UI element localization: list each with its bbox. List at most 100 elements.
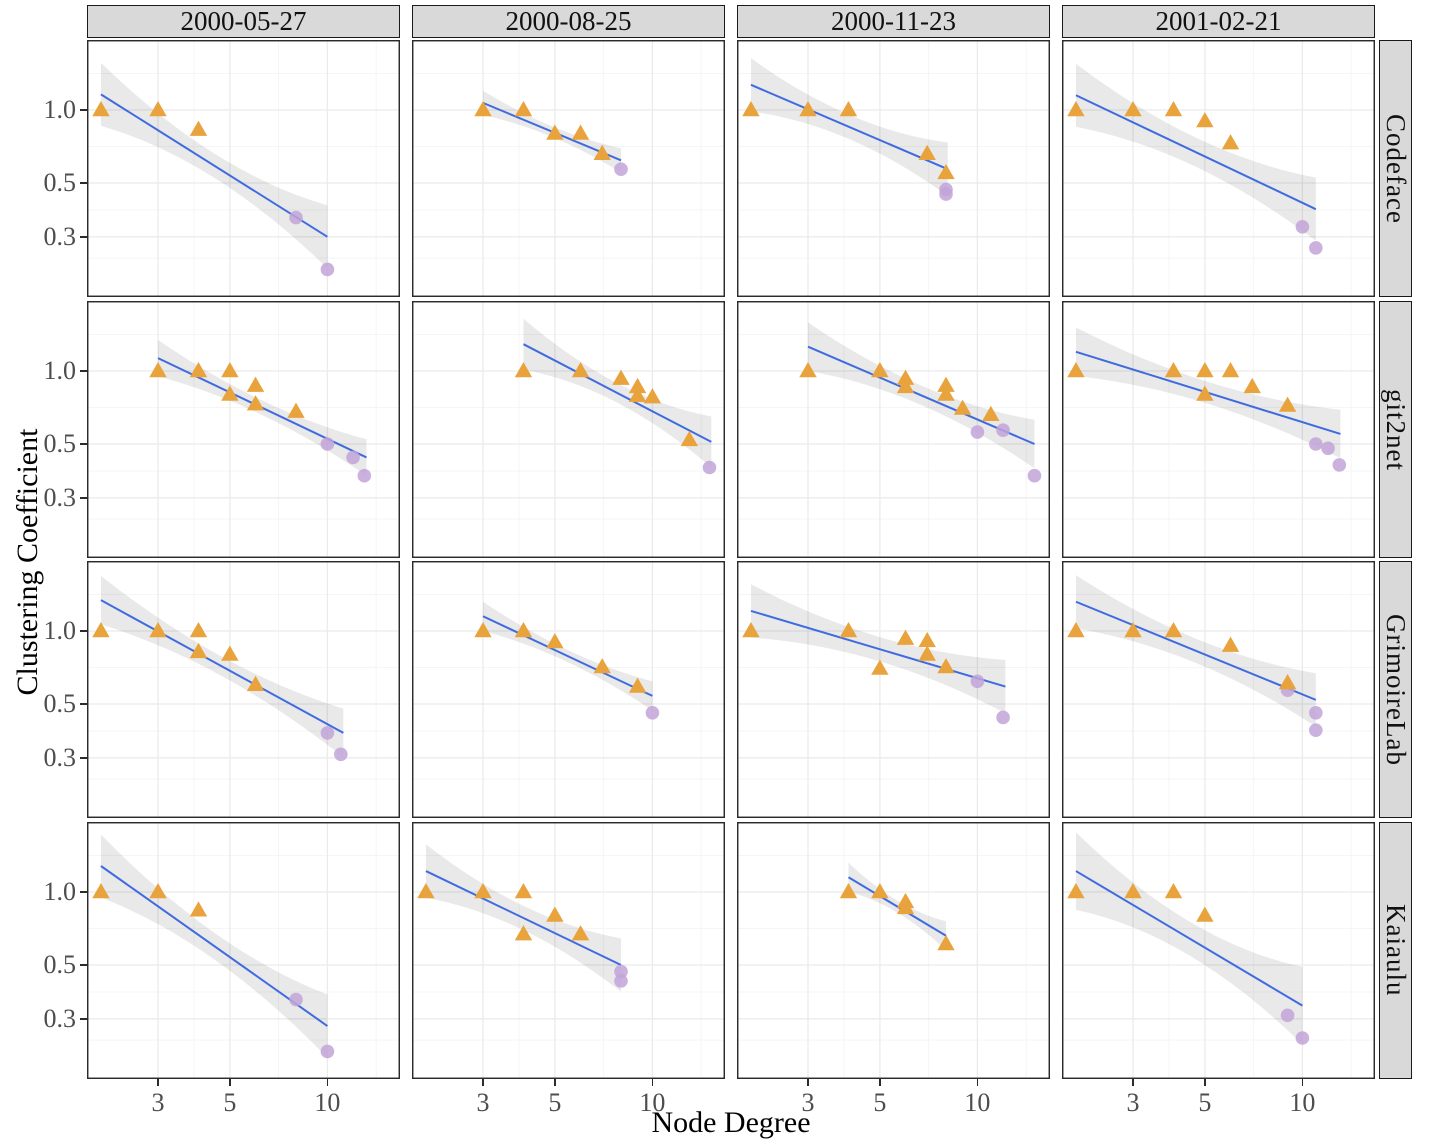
panel-border <box>1062 822 1375 1079</box>
trend-line <box>1075 870 1303 1007</box>
panel-border <box>737 40 1050 297</box>
triangle-marker <box>896 377 915 394</box>
panel-border <box>412 822 725 1079</box>
triangle-marker <box>246 675 265 691</box>
triangle-marker <box>937 658 955 674</box>
triangle-marker <box>514 925 533 941</box>
triangle-marker <box>1221 362 1240 378</box>
x-axis-title: Node Degree <box>651 1106 811 1139</box>
triangle-marker <box>1124 622 1142 638</box>
circle-marker <box>1309 437 1323 451</box>
panel-background <box>412 301 725 558</box>
x-tick-label: 3 <box>151 1088 165 1117</box>
facet-panel <box>412 561 725 818</box>
panel-border <box>412 40 725 297</box>
triangle-marker <box>918 631 936 648</box>
x-tick-mark <box>326 1079 329 1086</box>
triangle-marker <box>1164 101 1183 117</box>
facet-column-strip: 2000-05-27 <box>87 5 400 38</box>
circle-marker <box>346 450 360 465</box>
circle-marker <box>320 1044 335 1059</box>
triangle-marker <box>871 362 889 378</box>
y-tick-mark <box>80 891 87 893</box>
facet-panel <box>737 561 1050 818</box>
triangle-marker <box>287 402 305 418</box>
circle-marker <box>320 437 335 451</box>
trend-line <box>482 615 653 697</box>
y-tick-label: 1.0 <box>43 616 77 645</box>
x-tick-label: 3 <box>1126 1088 1140 1117</box>
facet-panel <box>1062 561 1375 818</box>
x-tick-label: 10 <box>1289 1088 1316 1117</box>
x-tick-label: 5 <box>1198 1088 1212 1117</box>
facet-row-label: Kaiaulu <box>1381 904 1411 997</box>
y-tick-mark <box>80 1018 87 1020</box>
y-tick-label: 1.0 <box>43 877 77 906</box>
triangle-marker <box>871 883 889 899</box>
trend-line <box>425 870 622 966</box>
x-tick-mark <box>879 1079 881 1086</box>
triangle-marker <box>680 430 699 447</box>
facet-row-strip: git2net <box>1379 301 1412 558</box>
x-tick-mark <box>1301 1079 1304 1086</box>
trend-line <box>523 343 712 443</box>
facet-column-label: 2001-02-21 <box>1155 6 1282 36</box>
panel-border <box>87 301 400 558</box>
facet-panel <box>87 561 400 818</box>
triangle-marker <box>593 144 611 160</box>
triangle-marker <box>839 101 858 117</box>
x-tick-mark <box>976 1079 979 1086</box>
facet-panel <box>737 40 1050 297</box>
circle-marker <box>1309 723 1323 737</box>
facet-panel <box>87 40 400 297</box>
panel-background <box>412 822 725 1079</box>
y-axis-title: Clustering Coefficient <box>11 428 44 696</box>
triangle-marker <box>571 362 590 378</box>
triangle-marker <box>628 677 647 693</box>
triangle-marker <box>149 622 167 638</box>
x-tick-label: 3 <box>476 1088 490 1117</box>
triangle-marker <box>189 120 208 136</box>
y-tick-mark <box>80 109 87 111</box>
circle-marker <box>614 162 628 177</box>
panel-border <box>1062 561 1375 818</box>
y-tick-mark <box>80 757 87 759</box>
circle-marker <box>1295 1031 1310 1045</box>
triangle-marker <box>982 405 1000 421</box>
panel-border <box>737 561 1050 818</box>
facet-row-label: git2net <box>1381 388 1411 471</box>
y-tick-label: 1.0 <box>43 356 77 385</box>
y-tick-label: 0.5 <box>43 428 77 458</box>
triangle-marker <box>149 883 167 899</box>
triangle-marker <box>149 101 167 117</box>
panel-background <box>737 561 1050 818</box>
triangle-marker <box>1164 883 1183 899</box>
facet-panel <box>1062 301 1375 558</box>
facet-column-strip: 2000-11-23 <box>737 5 1050 38</box>
y-tick-mark <box>80 630 87 632</box>
triangle-marker <box>742 622 760 638</box>
triangle-marker <box>918 645 936 661</box>
y-tick-label: 0.3 <box>43 1003 77 1033</box>
y-tick-mark <box>80 370 87 372</box>
triangle-marker <box>1164 622 1183 638</box>
y-tick-label: 0.5 <box>43 167 77 197</box>
trend-line <box>1075 600 1317 701</box>
y-tick-label: 0.3 <box>43 742 77 772</box>
facet-panel <box>412 822 725 1079</box>
triangle-marker <box>953 399 972 415</box>
y-tick-label: 0.3 <box>43 221 77 251</box>
circle-marker <box>614 974 628 988</box>
panel-background <box>412 40 725 297</box>
panel-background <box>87 822 400 1079</box>
panel-background <box>1062 40 1375 297</box>
triangle-marker <box>189 901 208 917</box>
panel-border <box>737 301 1050 558</box>
triangle-marker <box>1067 101 1085 117</box>
facet-row-label: Codeface <box>1381 113 1411 224</box>
triangle-marker <box>896 369 915 385</box>
facet-column-label: 2000-11-23 <box>831 6 956 36</box>
circle-marker <box>289 210 303 225</box>
triangle-marker <box>514 622 533 638</box>
triangle-marker <box>189 362 208 378</box>
